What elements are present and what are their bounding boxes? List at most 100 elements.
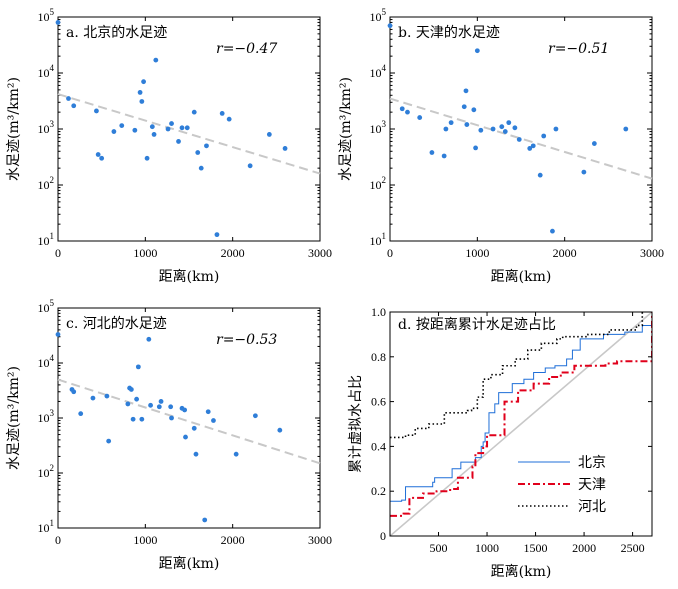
data-point (506, 120, 512, 126)
data-point (471, 107, 477, 113)
data-point (153, 57, 159, 63)
y-tick-label: 101 (38, 518, 55, 535)
data-point (141, 79, 146, 85)
reference-line (390, 312, 652, 536)
x-axis-title: 距离(km) (491, 268, 552, 285)
x-tick-label: 0 (55, 246, 61, 260)
data-point (581, 169, 587, 175)
y-axis-title: 水足迹(m³/km²) (6, 366, 22, 470)
data-point (474, 48, 480, 54)
data-point (158, 399, 164, 404)
data-point (233, 451, 239, 457)
data-point (448, 120, 454, 126)
data-point (99, 155, 105, 161)
data-point (214, 232, 220, 238)
data-point (132, 127, 138, 133)
y-tick-label: 102 (38, 463, 55, 480)
x-tick-label: 3000 (308, 533, 332, 547)
y-tick-label: 104 (370, 63, 387, 80)
panel-title: c. 河北的水足迹 (66, 316, 167, 332)
data-point (95, 152, 101, 157)
data-point (139, 416, 145, 422)
data-point (478, 127, 484, 133)
data-point (537, 172, 543, 178)
x-tick-label: 0 (387, 246, 393, 260)
data-point (179, 125, 185, 131)
x-axis-title: 距离(km) (159, 555, 220, 572)
x-tick-label: 2000 (553, 246, 577, 260)
data-point (191, 109, 197, 115)
y-tick-label: 102 (38, 175, 55, 192)
y-axis-title: 水足迹(m³/km²) (338, 77, 354, 181)
data-point (205, 409, 211, 415)
y-tick-label: 102 (370, 175, 387, 192)
data-point (550, 228, 555, 234)
y-tick-label: 101 (38, 231, 55, 248)
data-point (195, 150, 201, 155)
data-point (461, 104, 467, 110)
data-point (106, 438, 112, 444)
x-tick-label: 1000 (465, 246, 489, 260)
y-tick-label: 0.4 (371, 439, 386, 453)
data-point (149, 124, 155, 130)
data-point (156, 404, 162, 410)
y-tick-label: 0 (380, 529, 386, 543)
data-point (219, 110, 225, 116)
x-tick-label: 2000 (572, 541, 596, 555)
data-point (623, 126, 629, 132)
y-tick-label: 105 (38, 7, 55, 24)
data-point (211, 418, 216, 423)
x-tick-label: 1000 (133, 246, 157, 260)
series-line-1 (390, 312, 652, 517)
data-point (128, 387, 134, 392)
data-point (277, 427, 283, 433)
panel-2: 0 1000 2000 3000 101 102 103 104 105 c. 河北的水足迹 r=−… (6, 298, 332, 572)
data-point (198, 165, 204, 171)
y-tick-label: 105 (370, 7, 387, 24)
plot-frame (57, 307, 321, 529)
data-point (78, 411, 84, 417)
data-point (146, 336, 152, 342)
data-point (417, 115, 423, 120)
trend-line (389, 97, 653, 180)
y-tick-label: 0.8 (371, 350, 386, 364)
panel-title: d. 按距离累计水足迹占比 (398, 316, 556, 333)
data-point (266, 132, 272, 137)
data-point (183, 434, 188, 440)
data-point (191, 425, 197, 431)
legend-label-2: 河北 (578, 499, 606, 515)
series-line-0 (390, 312, 652, 502)
data-point (111, 129, 117, 134)
y-tick-label: 1.0 (371, 305, 386, 319)
y-tick-label: 104 (38, 63, 55, 80)
trend-line (57, 378, 321, 465)
data-point (137, 90, 143, 95)
data-point (176, 139, 181, 144)
data-point (591, 141, 597, 146)
x-tick-label: 1500 (524, 541, 548, 555)
x-tick-label: 2000 (221, 533, 245, 547)
panel-3: 500 1000 1500 2000 2500 0 0.2 0.4 0.6 0.8 1.0 d. 按距… (348, 305, 653, 580)
data-point (55, 332, 61, 337)
trend-line (57, 93, 321, 175)
data-point (169, 415, 174, 421)
legend-label-0: 北京 (578, 455, 606, 471)
series-line-2 (390, 312, 644, 439)
y-tick-label: 101 (370, 231, 387, 248)
data-point (226, 116, 232, 122)
x-tick-label: 0 (55, 533, 61, 547)
data-point (502, 129, 508, 134)
data-point (282, 146, 288, 151)
y-axis-title: 水足迹(m³/km²) (6, 77, 22, 181)
data-point (144, 155, 150, 161)
data-point (527, 146, 533, 151)
data-point (134, 396, 140, 402)
data-point (202, 517, 208, 523)
data-point (387, 23, 393, 29)
data-point (151, 132, 157, 137)
y-tick-label: 104 (38, 353, 55, 370)
x-tick-label: 2500 (621, 541, 645, 555)
data-point (443, 126, 449, 132)
x-tick-label: 500 (430, 541, 448, 555)
data-point (193, 451, 199, 457)
